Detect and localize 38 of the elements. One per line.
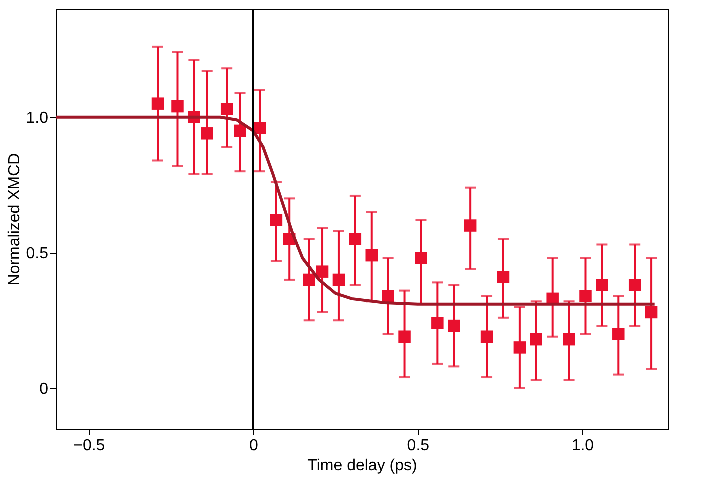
point <box>580 290 592 302</box>
point <box>448 320 460 332</box>
y-tick-label: 1.0 <box>26 110 49 127</box>
point <box>303 274 316 286</box>
point <box>398 330 411 343</box>
point <box>480 330 494 343</box>
x-tick-label: 0.5 <box>407 438 430 454</box>
x-axis-title: Time delay (ps) <box>308 458 418 474</box>
point <box>254 122 266 134</box>
y-tick-label: 0.5 <box>26 245 49 262</box>
x-tick-label: 0 <box>249 438 258 454</box>
point <box>432 317 444 330</box>
point <box>234 124 246 138</box>
point <box>366 249 378 262</box>
point <box>612 328 625 340</box>
point <box>172 100 184 113</box>
point <box>270 214 283 226</box>
point <box>415 252 428 264</box>
point <box>628 279 642 292</box>
y-tick-label: 0 <box>40 380 49 398</box>
point <box>497 271 510 284</box>
point <box>645 306 658 319</box>
point <box>514 342 526 354</box>
point <box>220 103 234 116</box>
point <box>530 333 543 346</box>
point <box>201 128 214 140</box>
x-tick-label: −0.5 <box>74 438 106 454</box>
point <box>563 333 576 346</box>
y-axis-title: Normalized XMCD <box>6 153 24 286</box>
point <box>596 279 608 292</box>
point <box>152 98 164 110</box>
point <box>332 274 346 286</box>
point <box>349 233 362 246</box>
point <box>316 266 329 278</box>
point <box>464 220 477 232</box>
line-series <box>56 116 656 306</box>
point <box>382 290 394 302</box>
x-tick-label: 1.0 <box>572 438 594 454</box>
